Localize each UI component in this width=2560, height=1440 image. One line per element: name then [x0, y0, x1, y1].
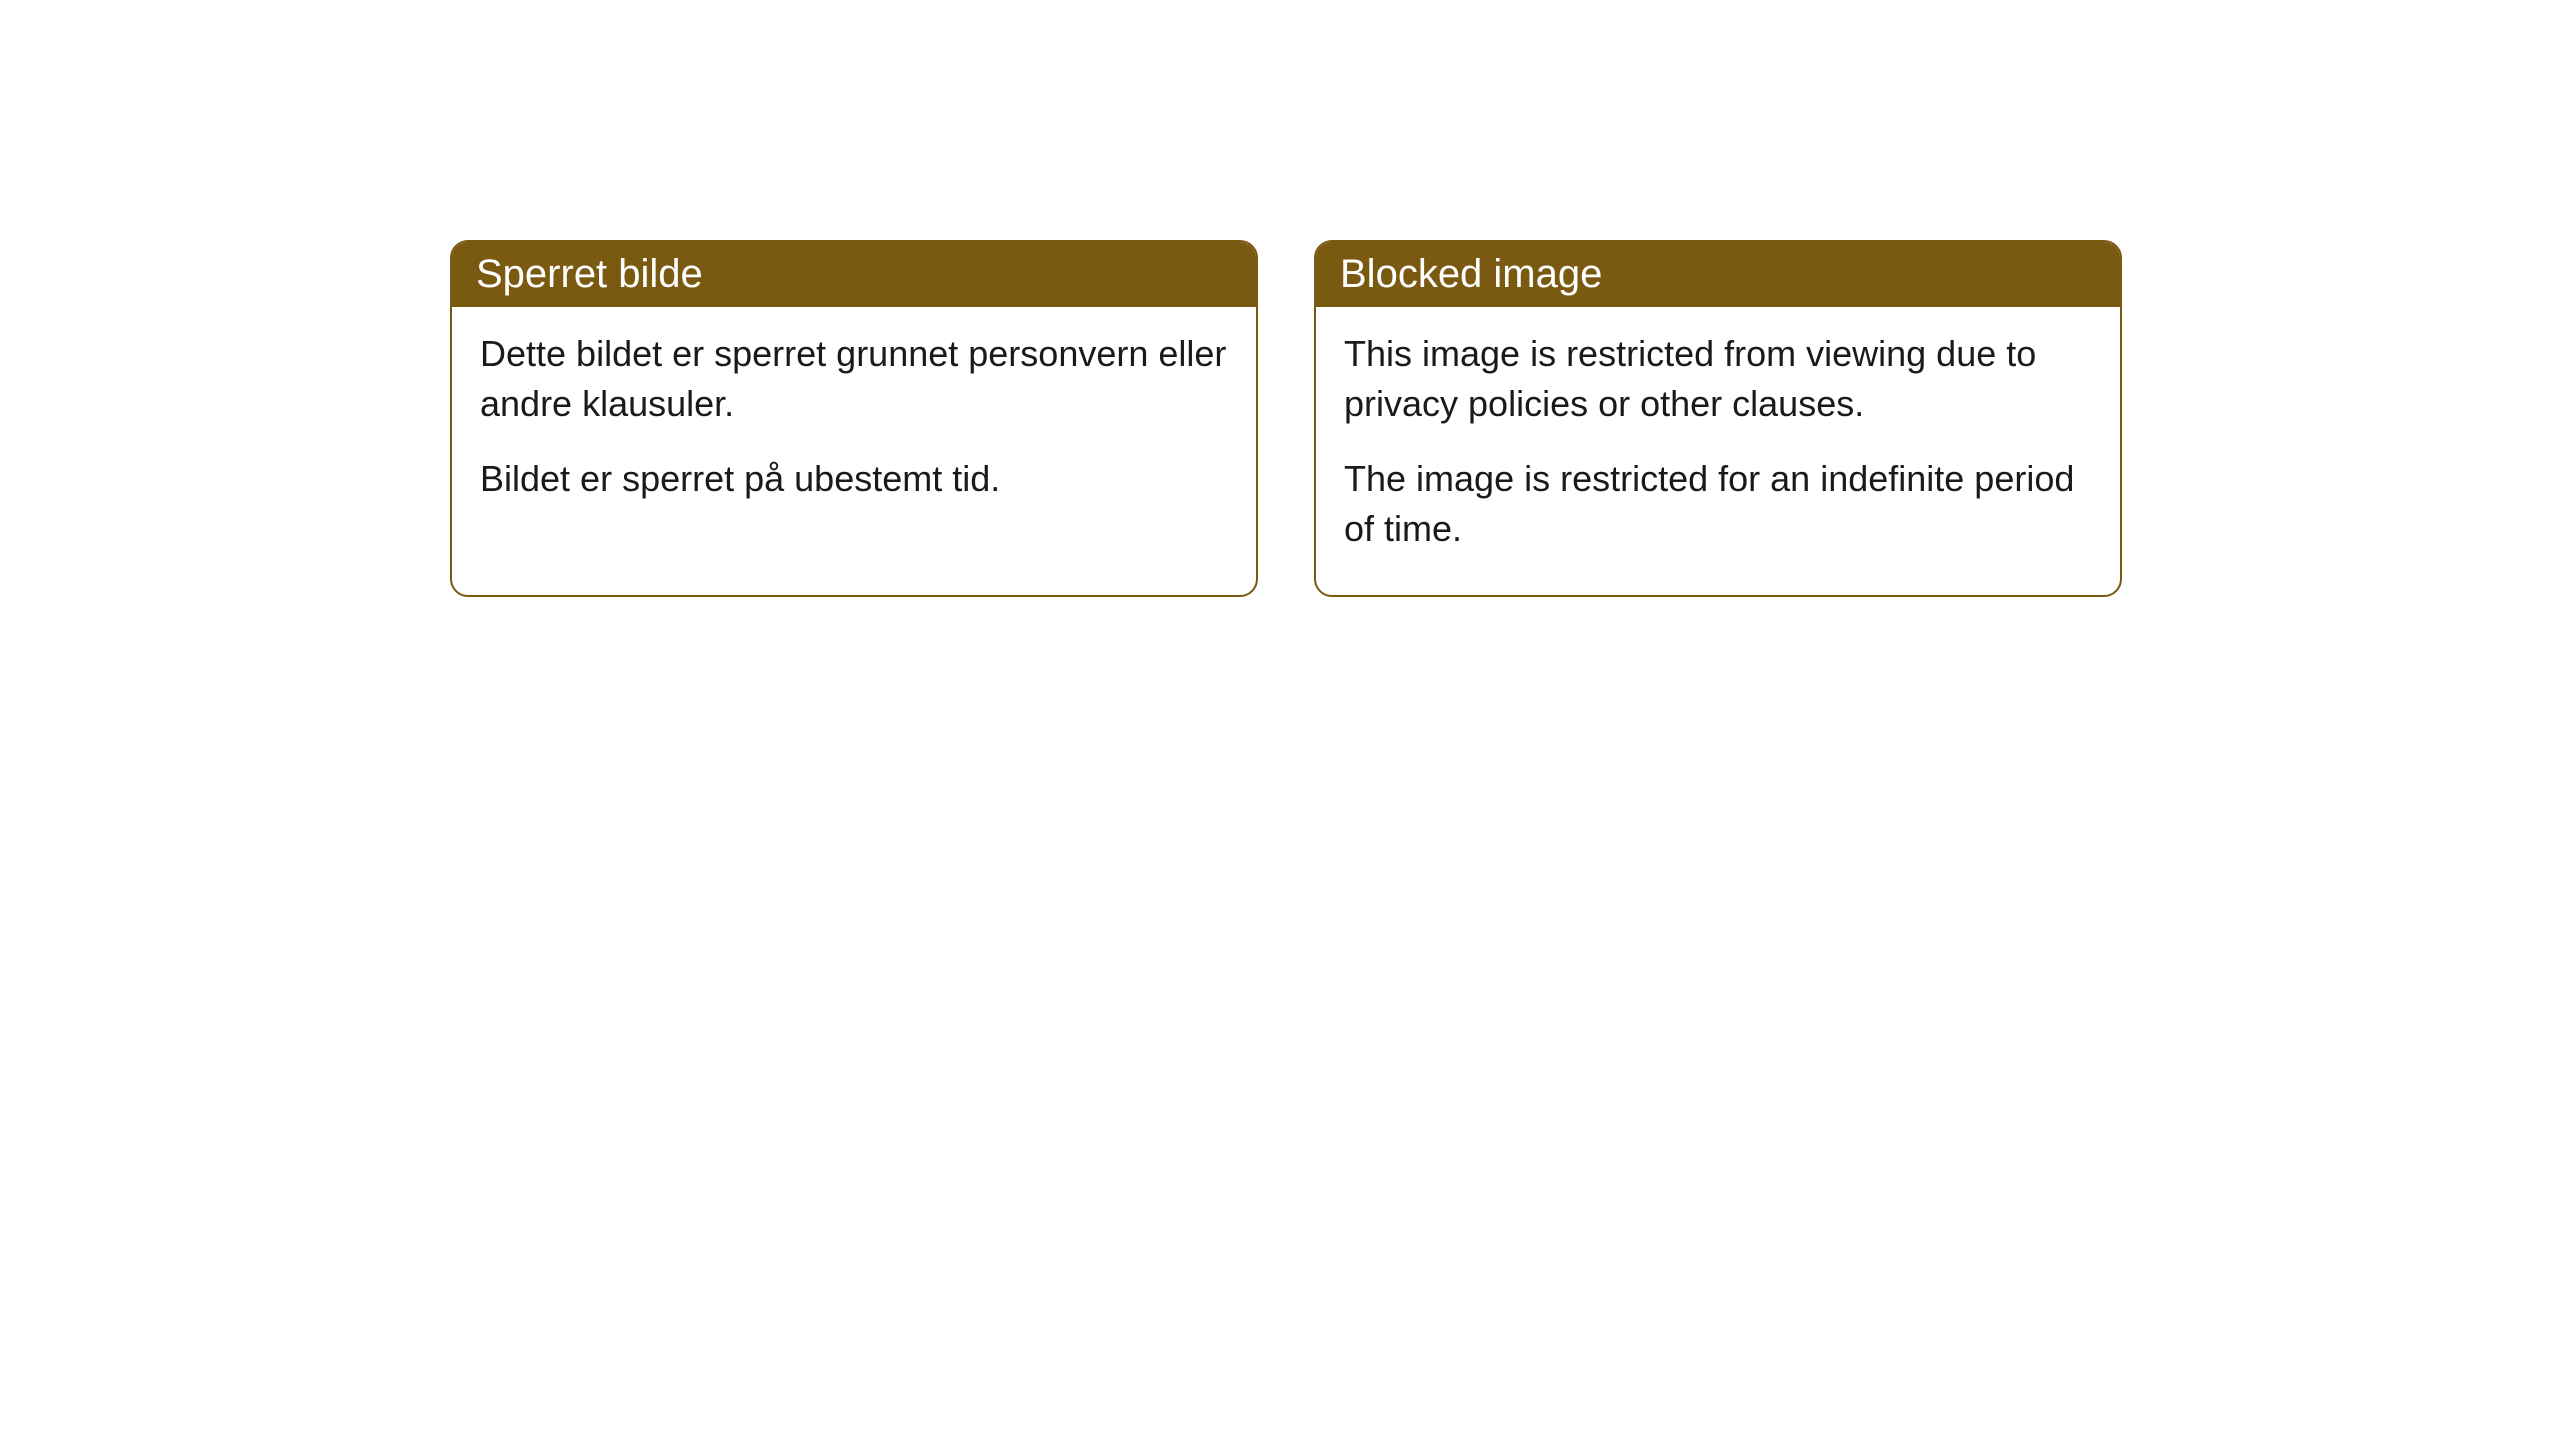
- card-body: Dette bildet er sperret grunnet personve…: [452, 307, 1256, 544]
- card-paragraph: This image is restricted from viewing du…: [1344, 329, 2092, 430]
- notice-card-english: Blocked image This image is restricted f…: [1314, 240, 2122, 597]
- card-title: Sperret bilde: [476, 252, 703, 296]
- card-paragraph: The image is restricted for an indefinit…: [1344, 454, 2092, 555]
- card-paragraph: Dette bildet er sperret grunnet personve…: [480, 329, 1228, 430]
- card-title: Blocked image: [1340, 252, 1602, 296]
- card-header: Blocked image: [1316, 242, 2120, 307]
- notice-card-norwegian: Sperret bilde Dette bildet er sperret gr…: [450, 240, 1258, 597]
- notice-cards-container: Sperret bilde Dette bildet er sperret gr…: [450, 240, 2122, 597]
- card-header: Sperret bilde: [452, 242, 1256, 307]
- card-paragraph: Bildet er sperret på ubestemt tid.: [480, 454, 1228, 504]
- card-body: This image is restricted from viewing du…: [1316, 307, 2120, 595]
